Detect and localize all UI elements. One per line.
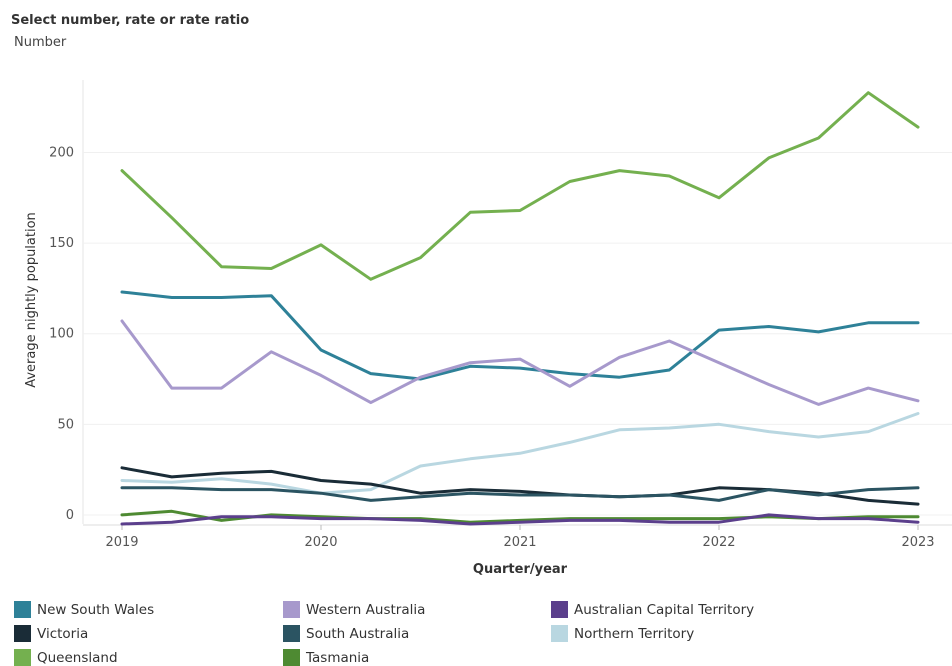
- series-line-queensland[interactable]: [122, 93, 918, 280]
- x-tick-label: 2019: [105, 535, 138, 550]
- x-tick-label: 2020: [304, 535, 337, 550]
- legend-label: Victoria: [37, 626, 88, 642]
- x-tick-label: 2023: [901, 535, 934, 550]
- legend-label: Australian Capital Territory: [574, 602, 754, 618]
- legend-label: Queensland: [37, 650, 118, 666]
- legend-label: New South Wales: [37, 602, 154, 618]
- y-tick-label: 0: [66, 508, 74, 523]
- y-axis-label: Average nightly population: [24, 212, 39, 388]
- x-tick-label: 2021: [503, 535, 536, 550]
- legend-swatch: [14, 601, 31, 618]
- legend-item-western-australia[interactable]: Western Australia: [283, 601, 425, 618]
- series-line-victoria[interactable]: [122, 468, 918, 504]
- line-chart: 2019 2020 2021 2022 2023 0 50 100 150 200 Quarte…: [0, 0, 952, 595]
- legend-item-queensland[interactable]: Queensland: [14, 649, 118, 666]
- y-tick-label: 200: [49, 145, 74, 160]
- legend-swatch: [14, 625, 31, 642]
- legend-label: Tasmania: [306, 650, 369, 666]
- legend-label: Northern Territory: [574, 626, 694, 642]
- y-tick-label: 50: [57, 417, 74, 432]
- legend-item-new-south-wales[interactable]: New South Wales: [14, 601, 154, 618]
- legend-swatch: [283, 649, 300, 666]
- y-axis: 0 50 100 150 200: [49, 145, 74, 522]
- chart-grid: [83, 80, 952, 524]
- legend-item-australian-capital-territory[interactable]: Australian Capital Territory: [551, 601, 754, 618]
- legend-item-south-australia[interactable]: South Australia: [283, 625, 409, 642]
- legend-swatch: [14, 649, 31, 666]
- chart-legend: New South Wales Western Australia Australi…: [0, 597, 952, 665]
- series-line-new-south-wales[interactable]: [122, 292, 918, 379]
- legend-swatch: [551, 601, 568, 618]
- legend-label: Western Australia: [306, 602, 425, 618]
- series-line-northern-territory[interactable]: [122, 414, 918, 494]
- x-axis: 2019 2020 2021 2022 2023: [83, 525, 952, 550]
- y-tick-label: 100: [49, 327, 74, 342]
- chart-series: [122, 93, 918, 524]
- y-tick-label: 150: [49, 236, 74, 251]
- legend-label: South Australia: [306, 626, 409, 642]
- series-line-south-australia[interactable]: [122, 488, 918, 501]
- legend-item-tasmania[interactable]: Tasmania: [283, 649, 369, 666]
- x-axis-label: Quarter/year: [473, 562, 568, 577]
- legend-swatch: [283, 601, 300, 618]
- legend-item-northern-territory[interactable]: Northern Territory: [551, 625, 694, 642]
- legend-swatch: [283, 625, 300, 642]
- legend-swatch: [551, 625, 568, 642]
- legend-item-victoria[interactable]: Victoria: [14, 625, 88, 642]
- x-tick-label: 2022: [702, 535, 735, 550]
